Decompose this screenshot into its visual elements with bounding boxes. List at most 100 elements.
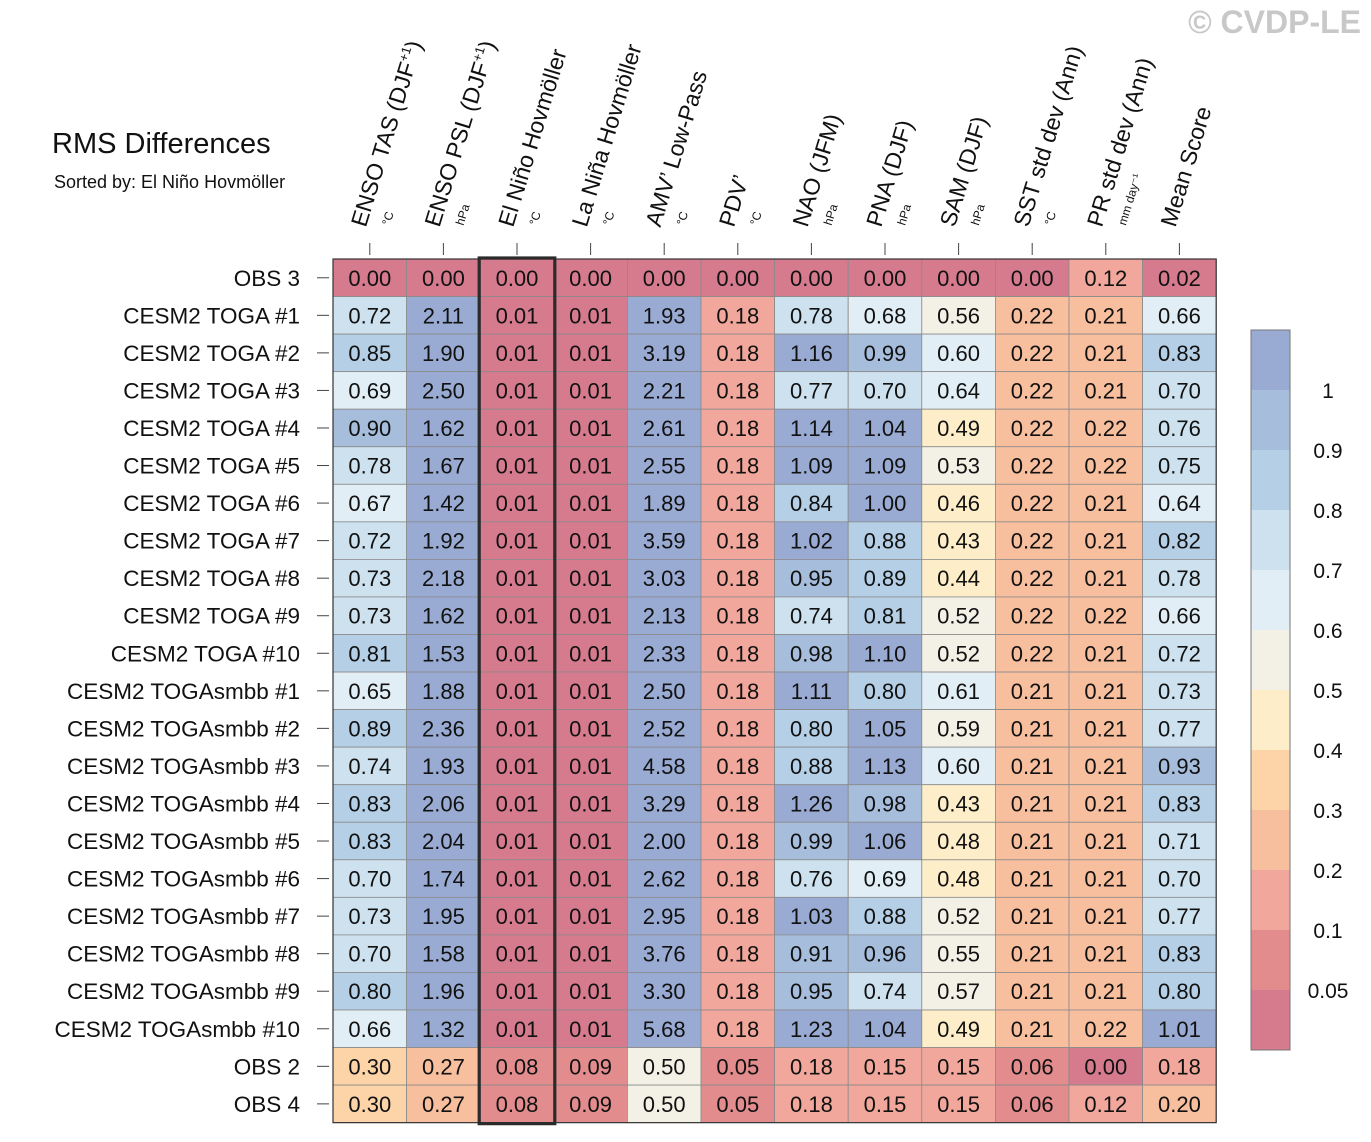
- cell-value-label: 0.74: [348, 754, 391, 779]
- heatmap-cell: [700, 1084, 775, 1124]
- heatmap-cell: [553, 859, 628, 898]
- heatmap-cell: [1068, 784, 1143, 823]
- heatmap-cell: [774, 371, 849, 410]
- heatmap-cell: [479, 559, 555, 598]
- column-labels: ENSO TAS (DJF+1)°C ENSO PSL (DJF+1)hPa El …: [346, 37, 1216, 255]
- heatmap-cell: [921, 446, 996, 485]
- heatmap-cell: [1142, 896, 1217, 936]
- colorbar-label: 0.9: [1313, 440, 1342, 463]
- cell-value-label: 0.18: [790, 1092, 833, 1117]
- cell-value-label: 0.00: [348, 266, 391, 291]
- heatmap-cell: [627, 408, 702, 448]
- colorbar-swatch: [1251, 390, 1290, 450]
- heatmap-cell: [553, 896, 628, 936]
- heatmap-cell: [847, 1047, 923, 1086]
- cell-value-label: 2.50: [422, 378, 465, 403]
- heatmap-cell: [332, 972, 407, 1011]
- cell-value-label: 1.62: [422, 416, 465, 441]
- cell-value-label: 0.49: [937, 1017, 980, 1042]
- cell-value-label: 0.22: [1011, 604, 1054, 629]
- heatmap-frame: [332, 258, 1217, 1124]
- cell-value-label: 0.18: [716, 303, 759, 328]
- cell-value-label: 0.06: [1011, 1092, 1054, 1117]
- cell-value-label: 1.58: [422, 942, 465, 967]
- heatmap-cell: [1068, 408, 1143, 448]
- heatmap-cell: [995, 934, 1070, 973]
- cell-value-label: 1.88: [422, 679, 465, 704]
- heatmap-cell: [332, 934, 407, 973]
- cell-value-label: 1.42: [422, 491, 465, 516]
- heatmap-cell: [774, 596, 849, 635]
- cell-value-label: 2.55: [643, 454, 686, 479]
- cell-value-label: 2.21: [643, 378, 686, 403]
- heatmap-cell: [479, 784, 555, 823]
- cell-value-label: 0.78: [790, 303, 833, 328]
- colorbar-label: 0.8: [1313, 500, 1342, 523]
- heatmap-cell: [553, 746, 628, 786]
- cell-value-label: 0.76: [790, 867, 833, 892]
- heatmap-cell: [700, 821, 775, 861]
- cell-value-label: 0.30: [348, 1054, 391, 1079]
- row-label: OBS 2: [234, 1054, 300, 1079]
- heatmap-cell: [1142, 521, 1217, 560]
- column-unit-label: hPa: [968, 202, 988, 227]
- cell-value-label: 0.21: [1011, 754, 1054, 779]
- row-label: CESM2 TOGAsmbb #1: [67, 679, 300, 704]
- heatmap-cell: [406, 446, 481, 485]
- cell-value-label: 0.85: [348, 341, 391, 366]
- cell-value-label: 0.18: [716, 754, 759, 779]
- heatmap-cell: [921, 709, 996, 748]
- cell-value-label: 0.80: [864, 679, 907, 704]
- heatmap-cell: [1068, 746, 1143, 786]
- heatmap-cell: [1068, 596, 1143, 635]
- cell-value-label: 0.01: [569, 641, 612, 666]
- cell-value-label: 0.18: [1158, 1054, 1201, 1079]
- cell-value-label: 0.21: [1084, 904, 1127, 929]
- cell-value-label: 0.18: [716, 829, 759, 854]
- cell-value-label: 0.78: [348, 454, 391, 479]
- heatmap-cell: [332, 296, 407, 335]
- row-label: CESM2 TOGA #9: [123, 604, 300, 629]
- heatmap-cell: [847, 596, 923, 635]
- cell-value-label: 0.72: [1158, 641, 1201, 666]
- cell-value-label: 0.01: [569, 867, 612, 892]
- heatmap-cell: [332, 784, 407, 823]
- row-label: CESM2 TOGAsmbb #6: [67, 867, 300, 892]
- heatmap-cell: [700, 408, 775, 448]
- heatmap-cell: [553, 559, 628, 598]
- heatmap-cell: [1142, 258, 1217, 297]
- cell-value-label: 0.01: [569, 979, 612, 1004]
- cell-value-label: 0.18: [716, 604, 759, 629]
- colorbar-swatch: [1251, 570, 1290, 630]
- cell-value-label: 0.22: [1011, 566, 1054, 591]
- heatmap-cell: [774, 671, 849, 710]
- cell-value-label: 0.72: [348, 303, 391, 328]
- heatmap-cell: [479, 896, 555, 936]
- heatmap-cell: [774, 1084, 849, 1124]
- cell-value-label: 0.43: [937, 529, 980, 554]
- heatmap-cell: [700, 671, 775, 710]
- cell-value-label: 0.01: [496, 566, 539, 591]
- heatmap-cell: [627, 296, 702, 335]
- cell-value-label: 0.83: [1158, 791, 1201, 816]
- row-label: CESM2 TOGAsmbb #4: [67, 791, 300, 816]
- cell-value-label: 0.81: [864, 604, 907, 629]
- cell-value-label: 0.69: [864, 867, 907, 892]
- chart-title: RMS Differences: [52, 128, 271, 160]
- heatmap-cell: [332, 1047, 407, 1086]
- heatmap-cell: [921, 1009, 996, 1048]
- cell-value-label: 1.90: [422, 341, 465, 366]
- cell-value-label: 0.18: [790, 1054, 833, 1079]
- cell-value-label: 0.53: [937, 454, 980, 479]
- heatmap-cell: [627, 709, 702, 748]
- cell-value-label: 0.21: [1011, 979, 1054, 1004]
- cell-value-label: 0.05: [716, 1054, 759, 1079]
- cell-value-label: 0.73: [348, 904, 391, 929]
- heatmap-cell: [995, 896, 1070, 936]
- cell-value-label: 0.83: [348, 829, 391, 854]
- heatmap-cells: 0.00 0.00 0.00 0.00 0.00 0.00 0.00 0.00 0.00 0.00…: [332, 258, 1217, 1124]
- cell-value-label: 0.21: [1011, 867, 1054, 892]
- heatmap-cell: [995, 746, 1070, 786]
- heatmap-cell: [627, 1084, 702, 1124]
- heatmap-cell: [995, 559, 1070, 598]
